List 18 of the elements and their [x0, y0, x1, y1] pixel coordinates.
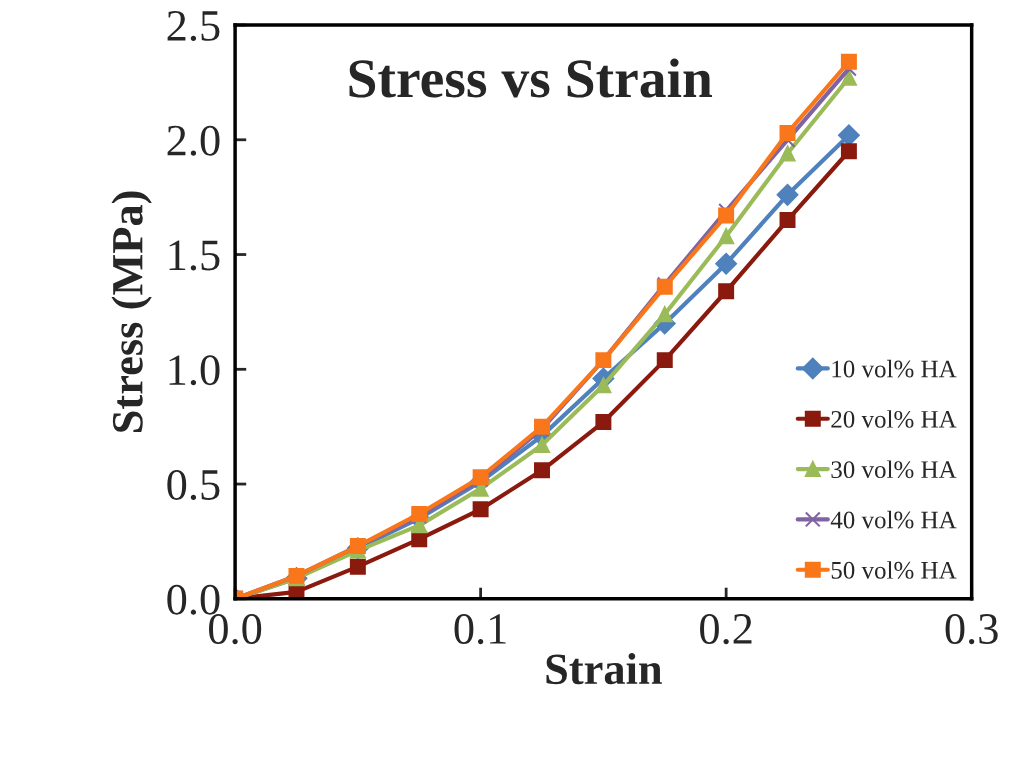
legend-label: 40 vol% HA [830, 510, 957, 529]
legend-label: 20 vol% HA [831, 410, 957, 428]
y-tick-label: 0.5 [167, 469, 220, 501]
x-tick-label: 0.3 [945, 613, 998, 645]
legend-label: 30 vol% HA [831, 460, 957, 479]
chart-title: Stress vs Strain [349, 58, 713, 98]
x-axis-title: Strain [546, 653, 662, 685]
y-axis-title: Stress (MPa) [111, 191, 152, 432]
x-tick-label: 0.1 [454, 613, 506, 645]
legend-label: 10 vol% HA [832, 359, 957, 378]
y-tick-label: 2.0 [167, 125, 220, 156]
legend-label: 50 vol% HA [831, 561, 957, 579]
y-tick-label: 0.0 [167, 584, 220, 615]
y-tick-label: 1.5 [169, 240, 220, 271]
y-tick-label: 1.0 [169, 355, 220, 386]
x-tick-label: 0.2 [700, 613, 752, 645]
x-tick-label: 0.0 [209, 613, 262, 645]
y-tick-label: 2.5 [167, 11, 220, 42]
